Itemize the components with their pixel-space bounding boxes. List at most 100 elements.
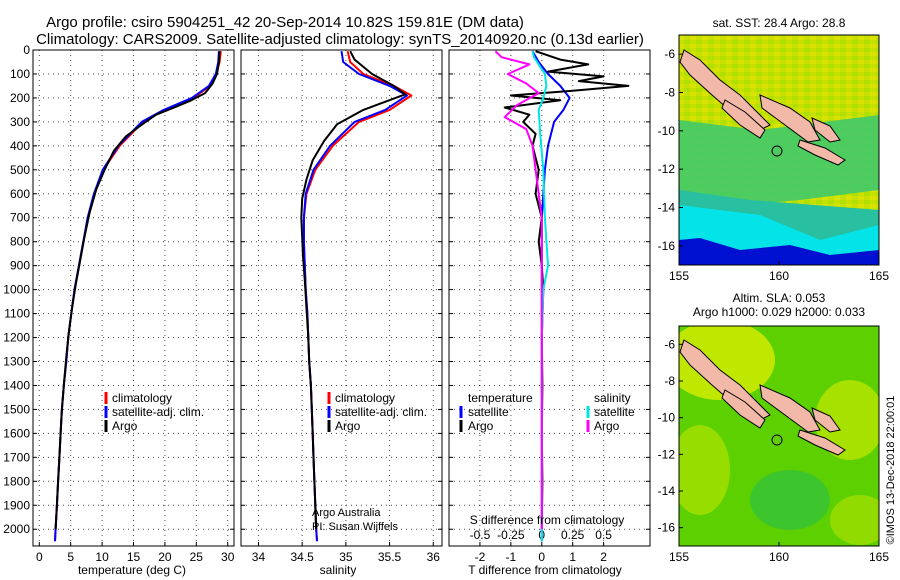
y-tick-label: 700 xyxy=(10,211,30,225)
x-tick-label: 35.5 xyxy=(378,550,402,564)
difference-plot-frame xyxy=(448,49,651,547)
t-difference-axis-label: T difference from climatology xyxy=(468,563,622,577)
sst-map-ticks: 155 160 165 -6 -8 -10 -12 -14 -16 xyxy=(658,47,890,283)
legend-label-argo: Argo xyxy=(335,419,361,433)
island-choiseul-sla xyxy=(721,389,766,429)
map-x-tick-label: 155 xyxy=(669,269,689,283)
x-top-tick-label: -0.5 xyxy=(470,528,491,542)
legend-title-temperature: temperature xyxy=(468,391,533,405)
credit-line-2: PI: Susan Wijffels xyxy=(312,521,398,533)
y-tick-label: 600 xyxy=(10,187,30,201)
x-tick-label: 34.5 xyxy=(290,550,314,564)
title-line-1: Argo profile: csiro 5904251_42 20-Sep-20… xyxy=(46,14,524,31)
island-choiseul-sst xyxy=(721,99,766,139)
profile-location-marker-sst xyxy=(771,145,783,157)
y-tick-label: 1600 xyxy=(3,426,30,440)
island-bougainville-sst xyxy=(679,49,771,131)
sla-map-ticks: 155 160 165 -6 -8 -10 -12 -14 -16 xyxy=(658,337,890,564)
x-tick-label: 0 xyxy=(36,550,43,564)
y-tick-label: 1200 xyxy=(3,331,30,345)
x-tick-label: 0 xyxy=(538,550,545,564)
salinity-plot-frame xyxy=(240,49,443,547)
island-malaita-sst xyxy=(811,117,841,143)
sla-anomaly-high-3 xyxy=(679,425,730,515)
legend-label-s-satellite: satellite xyxy=(594,405,635,419)
series-line-climatology xyxy=(302,50,413,542)
temperature-plot-frame xyxy=(32,49,235,547)
island-guadalcanal-sla xyxy=(797,429,846,456)
x-top-tick-label: 0.25 xyxy=(561,528,585,542)
y-tick-label: 1400 xyxy=(3,378,30,392)
sla-map: Altim. SLA: 0.053 Argo h1000: 0.029 h200… xyxy=(658,291,890,564)
series-line-t-satellite xyxy=(531,50,571,542)
x-top-tick-label: 0.5 xyxy=(595,528,612,542)
map-y-tick-label: -14 xyxy=(658,484,676,498)
series-line-s-satellite xyxy=(531,50,549,542)
map-x-tick-label: 165 xyxy=(869,550,889,564)
profile-location-marker-sla xyxy=(771,434,783,446)
sst-map: sat. SST: 28.4 Argo: 28.8 155 160 165 -6 -8 -… xyxy=(658,16,890,283)
legend-label-t-satellite: satellite xyxy=(468,405,509,419)
sla-map-title-1: Altim. SLA: 0.053 xyxy=(733,291,826,305)
x-tick-label: -1 xyxy=(506,550,517,564)
sla-anomaly-high-2 xyxy=(815,380,879,460)
salinity-panel: 34 34.5 35 35.5 36 xyxy=(240,49,443,564)
island-bougainville-sla xyxy=(679,339,771,421)
map-x-tick-label: 165 xyxy=(869,269,889,283)
x-tick-label: 34 xyxy=(252,550,266,564)
y-tick-label: 300 xyxy=(10,115,30,129)
sla-anomaly-high-4 xyxy=(830,495,879,545)
salinity-legend: climatology satellite-adj. clim. Argo xyxy=(327,391,427,433)
map-y-tick-label: -16 xyxy=(658,521,676,535)
x-top-tick-label: -0.25 xyxy=(497,528,525,542)
y-tick-label: 100 xyxy=(10,67,30,81)
sst-field-cold xyxy=(679,238,879,265)
island-santa-isabel-sla xyxy=(759,384,821,433)
legend-label-satellite: satellite-adj. clim. xyxy=(335,405,427,419)
x-tick-label: 35 xyxy=(339,550,353,564)
legend-title-salinity: salinity xyxy=(594,391,631,405)
map-x-tick-label: 160 xyxy=(769,550,789,564)
map-y-tick-label: -10 xyxy=(658,411,676,425)
y-tick-label: 1000 xyxy=(3,283,30,297)
title-line-2: Climatology: CARS2009. Satellite-adjuste… xyxy=(36,31,644,48)
y-tick-label: 1300 xyxy=(3,354,30,368)
sst-map-title: sat. SST: 28.4 Argo: 28.8 xyxy=(713,16,846,30)
salinity-axis-label: salinity xyxy=(320,563,357,577)
y-tick-label: 0 xyxy=(23,43,30,57)
y-tick-label: 200 xyxy=(10,91,30,105)
map-y-tick-label: -16 xyxy=(658,239,676,253)
y-tick-label: 800 xyxy=(10,235,30,249)
sla-anomaly-low xyxy=(750,470,830,530)
map-y-tick-label: -8 xyxy=(664,86,675,100)
x-tick-label: 30 xyxy=(221,550,235,564)
y-tick-label: 1500 xyxy=(3,402,30,416)
legend-label-satellite: satellite-adj. clim. xyxy=(112,405,204,419)
y-tick-label: 400 xyxy=(10,139,30,153)
island-guadalcanal-sst xyxy=(797,139,846,166)
s-difference-axis-label: S difference from climatology xyxy=(470,513,625,527)
series-line-argo xyxy=(300,50,407,530)
legend-label-argo: Argo xyxy=(112,419,138,433)
map-y-tick-label: -14 xyxy=(658,201,676,215)
legend-label-t-argo: Argo xyxy=(468,419,494,433)
x-tick-label: 10 xyxy=(95,550,109,564)
series-line-satellite-adj-clim- xyxy=(54,51,220,542)
map-y-tick-label: -6 xyxy=(664,47,675,61)
x-tick-label: 36 xyxy=(427,550,441,564)
series-line-s-argo xyxy=(494,50,543,530)
x-tick-label: 2 xyxy=(600,550,607,564)
difference-panel: -2 -1 0 1 2-0.5 -0.25 0 0.25 0.5 xyxy=(448,49,651,564)
y-tick-label: 1100 xyxy=(4,307,30,321)
x-tick-label: 1 xyxy=(569,550,576,564)
x-tick-label: 15 xyxy=(127,550,141,564)
sla-map-title-2: Argo h1000: 0.029 h2000: 0.033 xyxy=(693,305,865,319)
island-malaita-sla xyxy=(811,407,841,433)
imos-watermark: ©IMOS 13-Dec-2018 22:00:01 xyxy=(885,396,897,545)
y-tick-label: 1800 xyxy=(3,474,30,488)
x-tick-label: -2 xyxy=(475,550,486,564)
map-y-tick-label: -12 xyxy=(658,447,676,461)
series-line-argo xyxy=(54,51,221,530)
legend-label-climatology: climatology xyxy=(112,391,172,405)
